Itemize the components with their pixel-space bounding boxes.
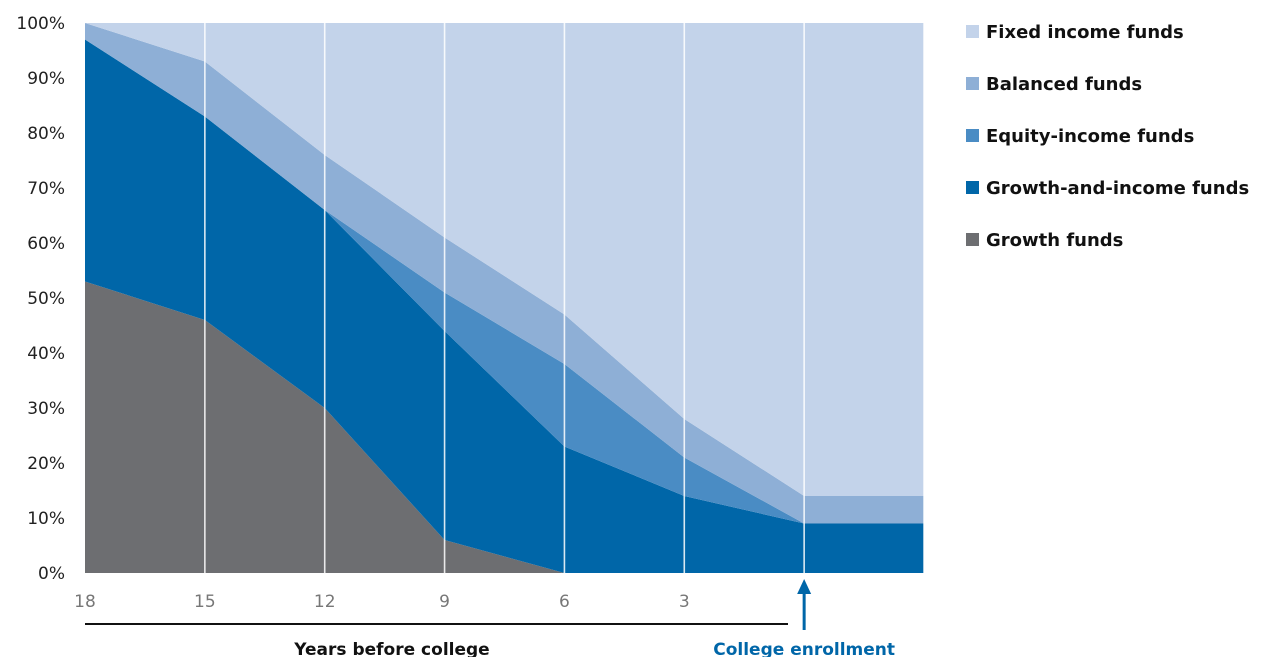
area-growth-funds — [85, 281, 924, 573]
x-tick-label: 12 — [314, 592, 336, 612]
enrollment-label: College enrollment — [713, 640, 895, 657]
legend-label: Balanced funds — [986, 74, 1142, 95]
y-tick-label: 100% — [16, 14, 65, 34]
y-tick-label: 90% — [27, 69, 65, 89]
enrollment-arrow-head — [797, 579, 812, 594]
x-axis-title: Years before college — [293, 640, 489, 657]
legend-swatch — [966, 129, 979, 142]
area-balanced-funds — [85, 23, 924, 524]
legend-swatch — [966, 233, 979, 246]
legend-label: Equity-income funds — [986, 126, 1194, 147]
x-tick-label: 15 — [194, 592, 216, 612]
y-tick-label: 60% — [27, 234, 65, 254]
x-tick-label: 9 — [439, 592, 450, 612]
y-tick-label: 40% — [27, 344, 65, 364]
area-growth-and-income-funds — [85, 39, 924, 573]
legend-label: Growth funds — [986, 230, 1123, 251]
y-tick-label: 50% — [27, 289, 65, 309]
legend-label: Fixed income funds — [986, 22, 1184, 43]
x-tick-label: 3 — [679, 592, 690, 612]
x-tick-label: 18 — [74, 592, 96, 612]
y-tick-label: 10% — [27, 509, 65, 529]
x-tick-label: 6 — [559, 592, 570, 612]
y-tick-label: 80% — [27, 124, 65, 144]
y-tick-label: 20% — [27, 454, 65, 474]
legend-label: Growth-and-income funds — [986, 178, 1249, 199]
y-tick-label: 30% — [27, 399, 65, 419]
y-tick-label: 0% — [38, 564, 65, 584]
y-tick-label: 70% — [27, 179, 65, 199]
legend-swatch — [966, 181, 979, 194]
legend-swatch — [966, 25, 979, 38]
area-fixed-income-funds — [85, 23, 924, 496]
legend-swatch — [966, 77, 979, 90]
